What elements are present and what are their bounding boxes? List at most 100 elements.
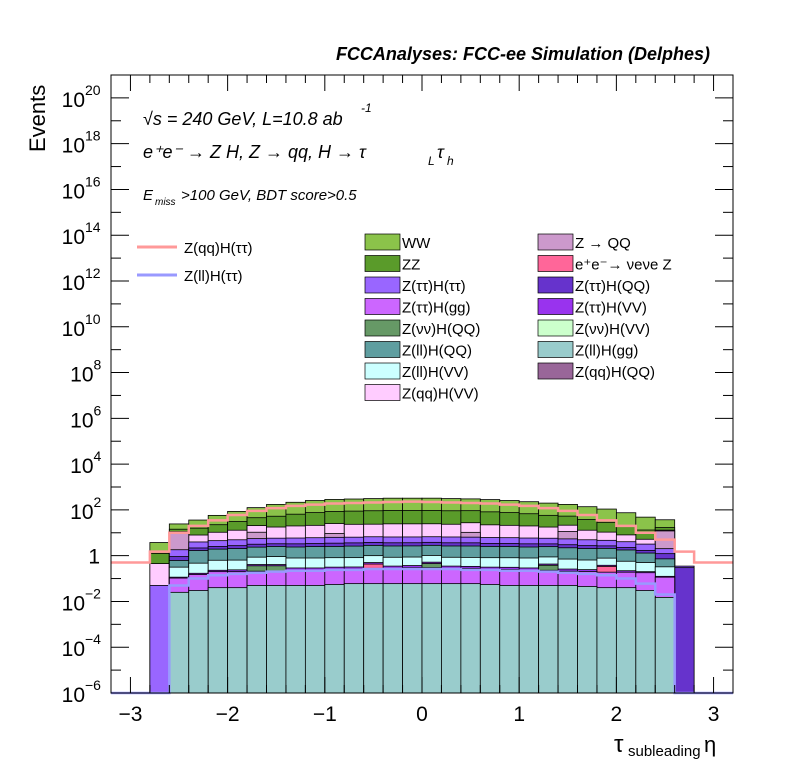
bar-z-ll-h-gg-26 — [635, 590, 656, 694]
x-axis-label-tau: τ — [614, 731, 624, 758]
y-tick-label-6: 10 6 — [70, 402, 101, 432]
legend-swatch-z-ll-h-gg — [537, 341, 574, 358]
bar-z-ll-h-gg-11 — [343, 583, 365, 694]
y-tick-label-11: 10 16 — [62, 173, 101, 203]
y-tick-label-0: 10 −6 — [62, 677, 102, 707]
x-tick-label-3: 0 — [416, 703, 428, 726]
y-tick-label-base: 10 — [70, 501, 93, 524]
legend-swatch-z-qq-h-vv — [364, 384, 401, 401]
legend-swatch-epemto-nuenue-z — [537, 255, 574, 272]
legend-swatch-z-tautau-h-tautau — [364, 276, 401, 294]
series-z-ll-h-gg — [168, 583, 676, 694]
y-tick-label-3: 1 — [88, 546, 100, 569]
bar-z-tautau-h-tautau-1 — [149, 585, 170, 694]
annotation-process-sub2: h — [447, 154, 454, 168]
legend-label-z-tautau-h-vv: Z(ττ)H(VV) — [575, 300, 647, 317]
legend-swatch-zz — [364, 255, 401, 272]
y-tick-label-12: 10 18 — [62, 128, 101, 158]
bar-z-ll-h-gg-13 — [382, 583, 403, 694]
bar-z-ll-h-gg-16 — [441, 583, 462, 694]
legend-label-z-qq-h-tautau: Z(qq)H(ττ) — [184, 240, 253, 257]
legend-swatch-z-nunu-h-qq — [364, 319, 401, 337]
bar-z-ll-h-gg-21 — [538, 585, 559, 694]
bar-z-ll-h-gg-10 — [324, 584, 345, 694]
x-axis-label-eta: η — [704, 732, 716, 757]
annotation-cuts-rest: >100 GeV, BDT score>0.5 — [181, 187, 357, 204]
bar-z-ll-h-gg-20 — [518, 585, 540, 694]
legend-label-z-ll-h-qq: Z(ll)H(QQ) — [402, 343, 472, 360]
bar-z-ll-h-gg-2 — [168, 591, 190, 694]
bar-z-ll-h-gg-4 — [207, 587, 229, 694]
y-tick-label-2: 10 −2 — [62, 585, 102, 615]
y-tick-label-base: 10 — [62, 226, 85, 249]
y-tick-label-exp: −6 — [85, 677, 101, 693]
y-tick-label-exp: −4 — [85, 631, 101, 647]
y-tick-label-base: 10 — [62, 592, 85, 615]
annotation-energy-text: √s = 240 GeV, L=10.8 ab — [143, 109, 343, 129]
bar-z-ll-h-gg-17 — [460, 583, 481, 694]
legend-swatch-z-tautau-h-qq — [537, 276, 574, 294]
bar-z-ll-h-gg-8 — [285, 585, 306, 694]
legend-label-z-ll-h-tautau: Z(ll)H(ττ) — [184, 268, 243, 285]
legend-swatch-z-tautau-h-vv — [537, 298, 574, 315]
legend-label-z-qq-h-qq: Z(qq)H(QQ) — [575, 364, 655, 381]
bar-z-ll-h-gg-12 — [363, 583, 384, 694]
x-tick-label-1: −2 — [216, 703, 240, 726]
bar-z-ll-h-gg-19 — [499, 585, 520, 694]
annotation-cuts: E miss >100 GeV, BDT score>0.5 — [143, 187, 357, 208]
y-tick-label-5: 10 4 — [70, 448, 101, 478]
bar-z-ll-h-gg-22 — [557, 585, 578, 694]
y-tick-label-exp: 4 — [94, 448, 102, 464]
legend-swatch-z-ll-h-vv — [364, 362, 401, 380]
legend-label-z-nunu-h-qq: Z(νν)H(QQ) — [402, 321, 480, 338]
x-axis-label: τ subleading η — [614, 731, 716, 760]
y-tick-label-base: 10 — [70, 455, 93, 478]
y-tick-label-base: 10 — [62, 684, 85, 707]
y-tick-label-exp: 6 — [94, 402, 102, 418]
bar-z-ll-h-gg-27 — [654, 597, 676, 694]
legend-label-z-tautau-h-gg: Z(ττ)H(gg) — [402, 300, 471, 317]
stacked-bars — [149, 497, 695, 694]
legend-label-z-nunu-h-vv: Z(νν)H(VV) — [575, 321, 650, 338]
y-tick-label-base: 10 — [70, 364, 93, 387]
line-z-qq-h-tautau — [111, 500, 733, 564]
annotation-energy-sup: -1 — [361, 101, 372, 115]
bar-z-ll-h-gg-3 — [188, 590, 209, 694]
x-tick-label-5: 2 — [611, 703, 623, 726]
y-tick-label-exp: 2 — [94, 494, 102, 510]
legend: Z(qq)H(ττ) Z(ll)H(ττ) WW ZZ Z(ττ)H(ττ) Z(ττ)H… — [137, 233, 672, 403]
bar-z-tautau-h-qq-28 — [674, 567, 695, 694]
y-tick-label-1: 10 −4 — [62, 631, 102, 661]
annotation-cuts-e: E — [143, 187, 154, 204]
y-tick-label-exp: 14 — [85, 219, 101, 235]
y-tick-label-base: 10 — [62, 638, 85, 661]
chart-title: FCCAnalyses: FCC-ee Simulation (Delphes) — [336, 44, 710, 64]
x-tick-label-0: −3 — [118, 703, 142, 726]
bar-z-ll-h-gg-25 — [615, 587, 637, 694]
line-z-ll-h-tautau — [111, 567, 733, 695]
bar-z-ll-h-gg-7 — [266, 585, 287, 694]
y-tick-label-exp: 20 — [85, 82, 101, 98]
bar-z-ll-h-gg-9 — [304, 585, 326, 694]
bar-z-ll-h-gg-18 — [479, 584, 501, 694]
legend-label-z-to-qq: Z → QQ — [575, 235, 631, 252]
x-tick-label-6: 3 — [708, 703, 720, 726]
annotation-process-sub1: L — [428, 154, 435, 168]
legend-swatch-z-to-qq — [537, 233, 574, 251]
y-tick-label-10: 10 14 — [62, 219, 101, 249]
y-tick-label-exp: 10 — [85, 311, 101, 327]
annotation-process-tau2: τ — [437, 142, 445, 162]
y-tick-label-4: 10 2 — [70, 494, 101, 524]
annotation-process: e⁺e⁻ → Z H, Z → qq, H → τ L τ h — [143, 142, 454, 168]
legend-swatch-z-tautau-h-gg — [364, 298, 401, 315]
x-tick-label-2: −1 — [313, 703, 337, 726]
legend-label-z-qq-h-vv: Z(qq)H(VV) — [402, 386, 479, 403]
legend-label-z-tautau-h-tautau: Z(ττ)H(ττ) — [402, 278, 466, 295]
y-tick-label-exp: 18 — [85, 128, 101, 144]
x-axis-label-sub: subleading — [628, 743, 701, 760]
legend-label-ww: WW — [402, 235, 431, 252]
legend-label-z-ll-h-vv: Z(ll)H(VV) — [402, 364, 469, 381]
bar-z-ll-h-gg-23 — [577, 586, 598, 694]
